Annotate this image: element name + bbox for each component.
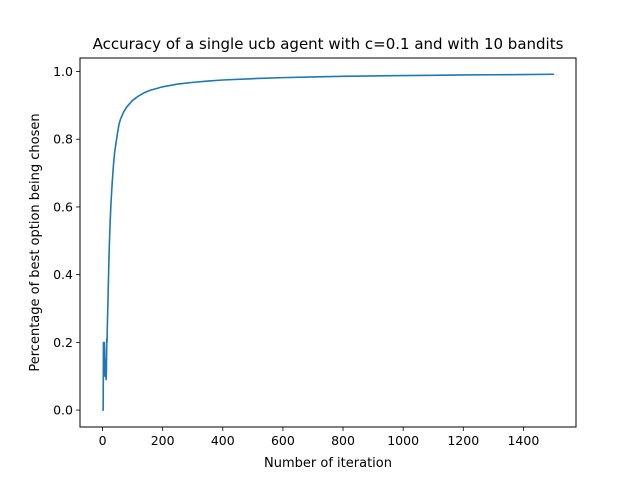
x-tick-label: 600 xyxy=(271,433,295,448)
chart-title: Accuracy of a single ucb agent with c=0.… xyxy=(93,35,564,53)
series-line xyxy=(102,73,555,411)
x-tick-label: 1200 xyxy=(447,433,479,448)
x-tick-label: 1400 xyxy=(507,433,539,448)
x-tick-label: 400 xyxy=(211,433,235,448)
y-tick-label: 1.0 xyxy=(53,64,73,79)
x-tick-label: 200 xyxy=(151,433,175,448)
plot-area xyxy=(80,58,576,427)
ticks-layer: 0 200 400 600 800 1000 1200 1400 0.0 0.2 0.4 0.6 0.8… xyxy=(53,64,539,448)
y-tick-label: 0.2 xyxy=(53,335,73,350)
data-layer xyxy=(102,73,555,411)
x-tick-label: 1000 xyxy=(387,433,419,448)
y-tick-label: 0.8 xyxy=(53,132,73,147)
plot-frame xyxy=(79,57,577,428)
x-axis-label: Number of iteration xyxy=(264,456,392,471)
y-tick-label: 0.6 xyxy=(53,199,73,214)
x-tick-label: 800 xyxy=(331,433,355,448)
y-axis-label: Percentage of best option being chosen xyxy=(28,113,43,371)
y-tick-label: 0.0 xyxy=(53,403,73,418)
x-tick-label: 0 xyxy=(99,433,107,448)
y-tick-label: 0.4 xyxy=(53,267,73,282)
